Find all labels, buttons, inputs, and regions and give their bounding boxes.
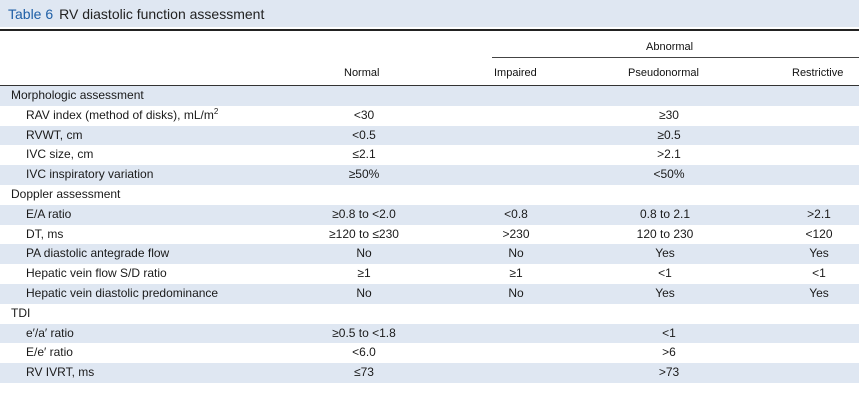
table-row: PA diastolic antegrade flow No No Yes Yes — [0, 244, 859, 265]
table-row: Hepatic vein flow S/D ratio ≥1 ≥1 <1 <1 — [0, 264, 859, 284]
cell-abnormal: >73 — [658, 365, 680, 380]
cell-normal: ≥120 to ≤230 — [329, 226, 399, 241]
table-row: IVC size, cm ≤2.1 >2.1 — [0, 145, 859, 165]
cell-normal: ≥50% — [348, 167, 380, 182]
table-caption: Table 6 RV diastolic function assessment — [0, 0, 859, 27]
row-label-text: RVWT, cm — [26, 127, 83, 142]
row-label: Hepatic vein flow S/D ratio — [26, 264, 167, 284]
cell-pseudonormal: 0.8 to 2.1 — [639, 206, 691, 221]
row-label-superscript: 2 — [213, 106, 219, 116]
cell-pseudonormal: Yes — [655, 285, 675, 300]
table-row: E/e′ ratio <6.0 >6 — [0, 343, 859, 363]
cell-pseudonormal: Yes — [655, 246, 675, 261]
cell-impaired: <0.8 — [504, 206, 528, 221]
cell-impaired: ≥1 — [509, 266, 523, 281]
row-label: IVC size, cm — [26, 145, 93, 165]
cell-abnormal: ≥0.5 — [657, 127, 681, 142]
cell-normal: ≥0.5 to <1.8 — [332, 325, 396, 340]
section-label: TDI — [11, 304, 30, 324]
row-label-text: TDI — [11, 305, 31, 320]
table-row: IVC inspiratory variation ≥50% <50% — [0, 165, 859, 185]
row-label-text: Hepatic vein flow S/D ratio — [26, 266, 167, 281]
table-row: DT, ms ≥120 to ≤230 >230 120 to 230 <120 — [0, 225, 859, 245]
table-row: E/A ratio ≥0.8 to <2.0 <0.8 0.8 to 2.1 >2.1 — [0, 204, 859, 225]
cell-abnormal: >2.1 — [657, 147, 681, 162]
section-row: Doppler assessment — [0, 185, 859, 205]
table-header: Abnormal Normal Impaired Pseudonormal Re… — [0, 31, 859, 85]
cell-normal: <6.0 — [352, 345, 376, 360]
row-label: IVC inspiratory variation — [26, 165, 153, 185]
cell-normal: No — [356, 285, 372, 300]
row-label: Hepatic vein diastolic predominance — [26, 284, 218, 304]
row-label-text: DT, ms — [26, 226, 64, 241]
cell-normal: ≥0.8 to <2.0 — [332, 206, 396, 221]
cell-normal: ≥1 — [357, 266, 371, 281]
cell-restrictive: >2.1 — [807, 206, 831, 221]
table-row: RVWT, cm <0.5 ≥0.5 — [0, 125, 859, 146]
table-number: Table 6 — [8, 5, 54, 22]
row-label-text: PA diastolic antegrade flow — [26, 246, 170, 261]
row-label: PA diastolic antegrade flow — [26, 244, 169, 264]
row-label-text: IVC size, cm — [26, 147, 94, 162]
cell-impaired: >230 — [502, 226, 530, 241]
table-row: RV IVRT, ms ≤73 >73 — [0, 363, 859, 383]
cell-impaired: No — [508, 246, 524, 261]
table-row: RAV index (method of disks), mL/m2 <30 ≥30 — [0, 106, 859, 126]
header-normal: Normal — [344, 67, 380, 79]
cell-restrictive: <120 — [805, 226, 833, 241]
cell-normal: No — [356, 246, 372, 261]
cell-abnormal: <1 — [662, 325, 676, 340]
top-rule — [0, 29, 859, 31]
cell-normal: <30 — [353, 107, 375, 122]
cell-restrictive: Yes — [809, 246, 829, 261]
cell-pseudonormal: 120 to 230 — [636, 226, 694, 241]
row-label-text: E/A ratio — [26, 206, 72, 221]
row-label: RAV index (method of disks), mL/m2 — [26, 106, 218, 126]
cell-abnormal: <50% — [653, 167, 685, 182]
row-label-text: RAV index (method of disks), mL/m — [26, 107, 214, 122]
header-pseudonormal: Pseudonormal — [628, 67, 699, 79]
row-label: RVWT, cm — [26, 126, 82, 146]
row-label-text: IVC inspiratory variation — [26, 167, 154, 182]
row-label: RV IVRT, ms — [26, 363, 94, 383]
row-label-text: Hepatic vein diastolic predominance — [26, 285, 219, 300]
table-title: RV diastolic function assessment — [59, 5, 265, 22]
abnormal-span-rule — [492, 57, 859, 58]
header-abnormal: Abnormal — [646, 41, 694, 53]
cell-restrictive: Yes — [809, 285, 829, 300]
row-label-text: RV IVRT, ms — [26, 365, 95, 380]
row-label: E/A ratio — [26, 205, 71, 225]
section-label: Morphologic assessment — [11, 86, 144, 106]
header-restrictive: Restrictive — [792, 67, 844, 79]
row-label: e′/a′ ratio — [26, 324, 74, 344]
section-row: TDI — [0, 304, 859, 324]
table-row: e′/a′ ratio ≥0.5 to <1.8 <1 — [0, 323, 859, 344]
cell-normal: ≤2.1 — [352, 147, 376, 162]
row-label: DT, ms — [26, 225, 63, 245]
row-label-text: e′/a′ ratio — [26, 325, 74, 340]
cell-normal: <0.5 — [352, 127, 376, 142]
cell-impaired: No — [508, 285, 524, 300]
section-row: Morphologic assessment — [0, 86, 859, 106]
row-label-text: Doppler assessment — [11, 186, 121, 201]
header-rule — [0, 85, 859, 86]
header-impaired: Impaired — [494, 67, 537, 79]
table-body: Morphologic assessment RAV index (method … — [0, 86, 859, 383]
cell-abnormal: ≥30 — [659, 107, 679, 122]
row-label: E/e′ ratio — [26, 343, 73, 363]
table-row: Hepatic vein diastolic predominance No No Y… — [0, 283, 859, 304]
row-label-text: Morphologic assessment — [11, 88, 144, 102]
cell-restrictive: <1 — [812, 266, 826, 281]
cell-abnormal: >6 — [662, 345, 676, 360]
cell-normal: ≤73 — [354, 365, 374, 380]
section-label: Doppler assessment — [11, 185, 120, 205]
row-label-text: E/e′ ratio — [26, 345, 73, 360]
cell-pseudonormal: <1 — [658, 266, 672, 281]
